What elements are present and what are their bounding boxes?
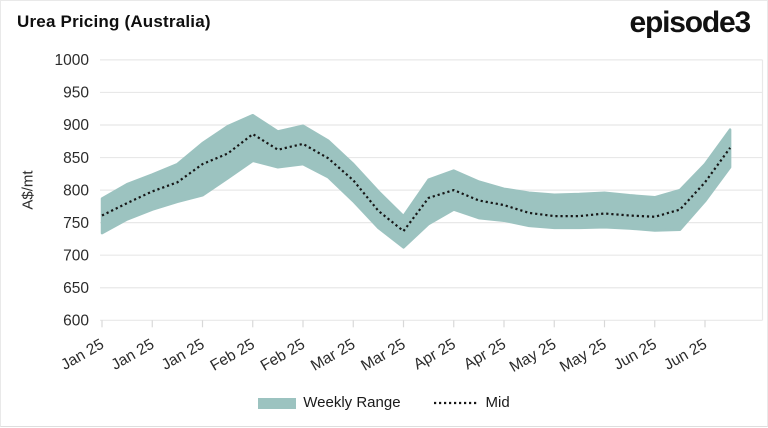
x-tick-label: May 25 [507, 336, 560, 376]
y-tick-label: 650 [63, 280, 89, 297]
y-tick-label: 800 [63, 182, 89, 199]
y-tick-label: 750 [63, 215, 89, 232]
y-tick-label: 900 [63, 117, 89, 134]
x-tick-label: Mar 25 [358, 336, 408, 375]
weekly-range-band [100, 113, 732, 249]
x-tick-label: Jun 25 [611, 336, 660, 374]
x-tick-label: Feb 25 [207, 336, 257, 375]
mid-line-swatch [433, 401, 478, 404]
chart-legend: Weekly Range Mid [1, 394, 767, 411]
weekly-range-swatch [258, 397, 297, 409]
x-tick-label: Feb 25 [258, 336, 308, 375]
x-tick-label: Mar 25 [308, 336, 358, 375]
legend-label-mid: Mid [485, 394, 510, 411]
chart-title: Urea Pricing (Australia) [17, 12, 211, 31]
x-tick-label: Jun 25 [661, 336, 710, 374]
y-tick-label: 600 [63, 313, 89, 330]
y-tick-label: 1000 [55, 52, 90, 69]
x-tick-label: Apr 25 [461, 336, 509, 374]
y-tick-label: 950 [63, 85, 89, 102]
x-tick-label: Jan 25 [159, 336, 208, 374]
x-tick-label: May 25 [557, 336, 610, 376]
x-tick-label: Jan 25 [108, 336, 157, 374]
y-tick-label: 700 [63, 247, 89, 264]
x-tick-label: Jan 25 [58, 336, 107, 374]
x-tick-label: Apr 25 [411, 336, 459, 374]
episode3-logo: episode3 [629, 6, 752, 39]
mid-line [101, 133, 731, 233]
legend-label-weekly-range: Weekly Range [303, 394, 401, 411]
y-tick-label: 850 [63, 150, 89, 167]
